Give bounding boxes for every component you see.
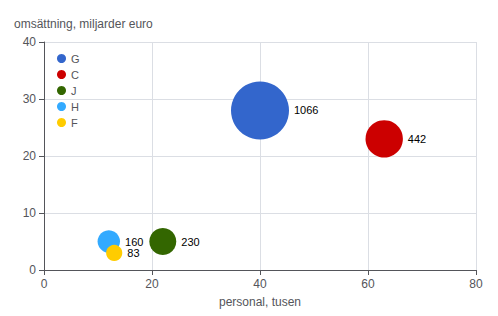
svg-text:J: J — [71, 85, 77, 97]
svg-text:20: 20 — [23, 149, 37, 163]
svg-text:1066: 1066 — [294, 104, 318, 116]
svg-text:230: 230 — [181, 236, 199, 248]
svg-text:160: 160 — [125, 236, 143, 248]
svg-text:C: C — [71, 69, 79, 81]
svg-text:personal, tusen: personal, tusen — [219, 295, 301, 309]
svg-text:80: 80 — [469, 277, 483, 291]
svg-text:40: 40 — [253, 277, 267, 291]
svg-text:G: G — [71, 53, 80, 65]
svg-text:10: 10 — [23, 206, 37, 220]
svg-text:H: H — [71, 101, 79, 113]
svg-text:60: 60 — [361, 277, 375, 291]
svg-text:F: F — [71, 117, 78, 129]
svg-text:20: 20 — [145, 277, 159, 291]
svg-text:83: 83 — [127, 247, 139, 259]
svg-text:0: 0 — [41, 277, 48, 291]
svg-text:442: 442 — [408, 133, 426, 145]
svg-text:omsättning, miljarder euro: omsättning, miljarder euro — [14, 17, 153, 31]
svg-text:40: 40 — [23, 35, 37, 49]
svg-text:0: 0 — [29, 263, 36, 277]
svg-text:30: 30 — [23, 92, 37, 106]
